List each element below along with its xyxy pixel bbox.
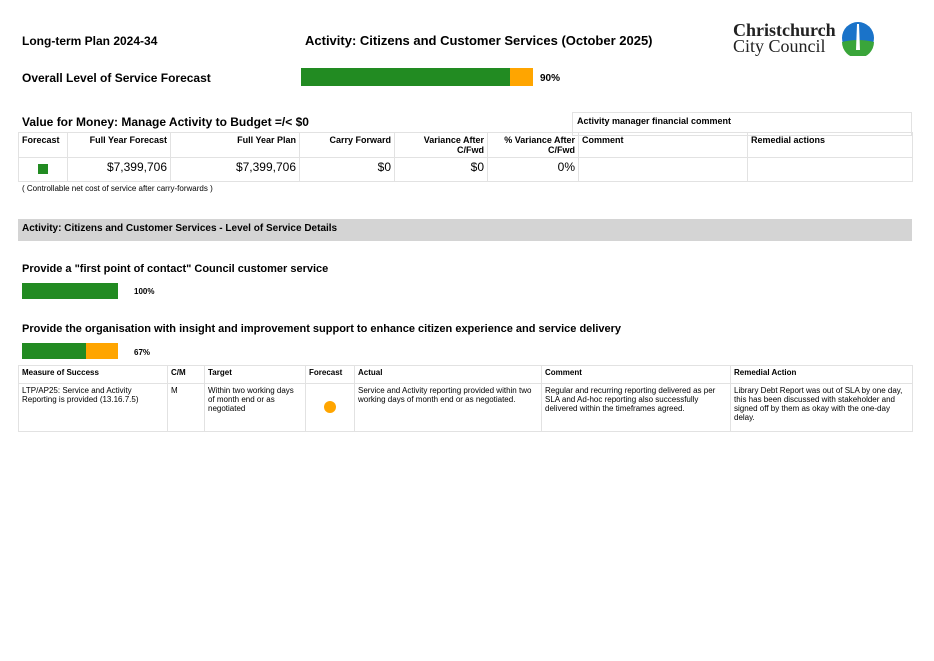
full-year-plan-value: $7,399,706	[170, 157, 300, 182]
col-forecast: Forecast	[18, 132, 68, 158]
overall-progress-bar	[301, 68, 533, 86]
col-comment: Comment	[541, 365, 731, 384]
col-forecast: Forecast	[305, 365, 355, 384]
col-measure: Measure of Success	[18, 365, 168, 384]
col-full-year-plan: Full Year Plan	[170, 132, 300, 158]
col-remedial-action: Remedial Action	[730, 365, 913, 384]
variance-value: $0	[394, 157, 488, 182]
logo-line2: City Council	[733, 36, 826, 56]
forecast-status-orange-icon	[324, 400, 336, 413]
carry-forward-value: $0	[299, 157, 395, 182]
table-row: LTP/AP25: Service and Activity Reporting…	[18, 383, 913, 432]
council-logo: Christchurch City Council	[733, 20, 876, 56]
service-progress-bar-1	[22, 283, 118, 299]
remedial-value	[747, 157, 913, 182]
cm-cell: M	[167, 383, 205, 432]
col-remedial: Remedial actions	[747, 132, 913, 158]
col-target: Target	[204, 365, 306, 384]
comment-value	[578, 157, 748, 182]
cathedral-logo-icon	[841, 22, 874, 56]
service-title-1: Provide a "first point of contact" Counc…	[22, 263, 329, 275]
measure-cell: LTP/AP25: Service and Activity Reporting…	[18, 383, 168, 432]
measures-table: Measure of Success C/M Target Forecast A…	[18, 365, 913, 432]
col-carry-forward: Carry Forward	[299, 132, 395, 158]
col-actual: Actual	[354, 365, 542, 384]
logo-line1: Christchurch	[733, 20, 836, 40]
col-variance: Variance After C/Fwd	[394, 132, 488, 158]
overall-label: Overall Level of Service Forecast	[22, 71, 211, 85]
page-title: Activity: Citizens and Customer Services…	[305, 33, 653, 48]
comment-cell: Regular and recurring reporting delivere…	[541, 383, 731, 432]
full-year-forecast-value: $7,399,706	[67, 157, 171, 182]
pct-variance-value: 0%	[487, 157, 579, 182]
col-comment: Comment	[578, 132, 748, 158]
actual-cell: Service and Activity reporting provided …	[354, 383, 542, 432]
target-cell: Within two working days of month end or …	[204, 383, 306, 432]
plan-label: Long-term Plan 2024-34	[22, 34, 158, 48]
service-percent-1: 100%	[134, 287, 155, 296]
col-pct-variance: % Variance After C/Fwd	[487, 132, 579, 158]
details-heading: Activity: Citizens and Customer Services…	[18, 219, 912, 241]
remedial-cell: Library Debt Report was out of SLA by on…	[730, 383, 913, 432]
col-cm: C/M	[167, 365, 205, 384]
forecast-status-green-icon	[38, 163, 48, 174]
overall-percent: 90%	[540, 73, 561, 84]
table-row: $7,399,706 $7,399,706 $0 $0 0%	[18, 157, 913, 182]
col-full-year-forecast: Full Year Forecast	[67, 132, 171, 158]
budget-note: ( Controllable net cost of service after…	[22, 184, 213, 193]
service-title-2: Provide the organisation with insight an…	[22, 323, 622, 335]
service-progress-bar-2	[22, 343, 118, 359]
budget-title: Value for Money: Manage Activity to Budg…	[22, 115, 309, 129]
budget-table: Forecast Full Year Forecast Full Year Pl…	[18, 132, 913, 182]
service-percent-2: 67%	[134, 348, 151, 357]
